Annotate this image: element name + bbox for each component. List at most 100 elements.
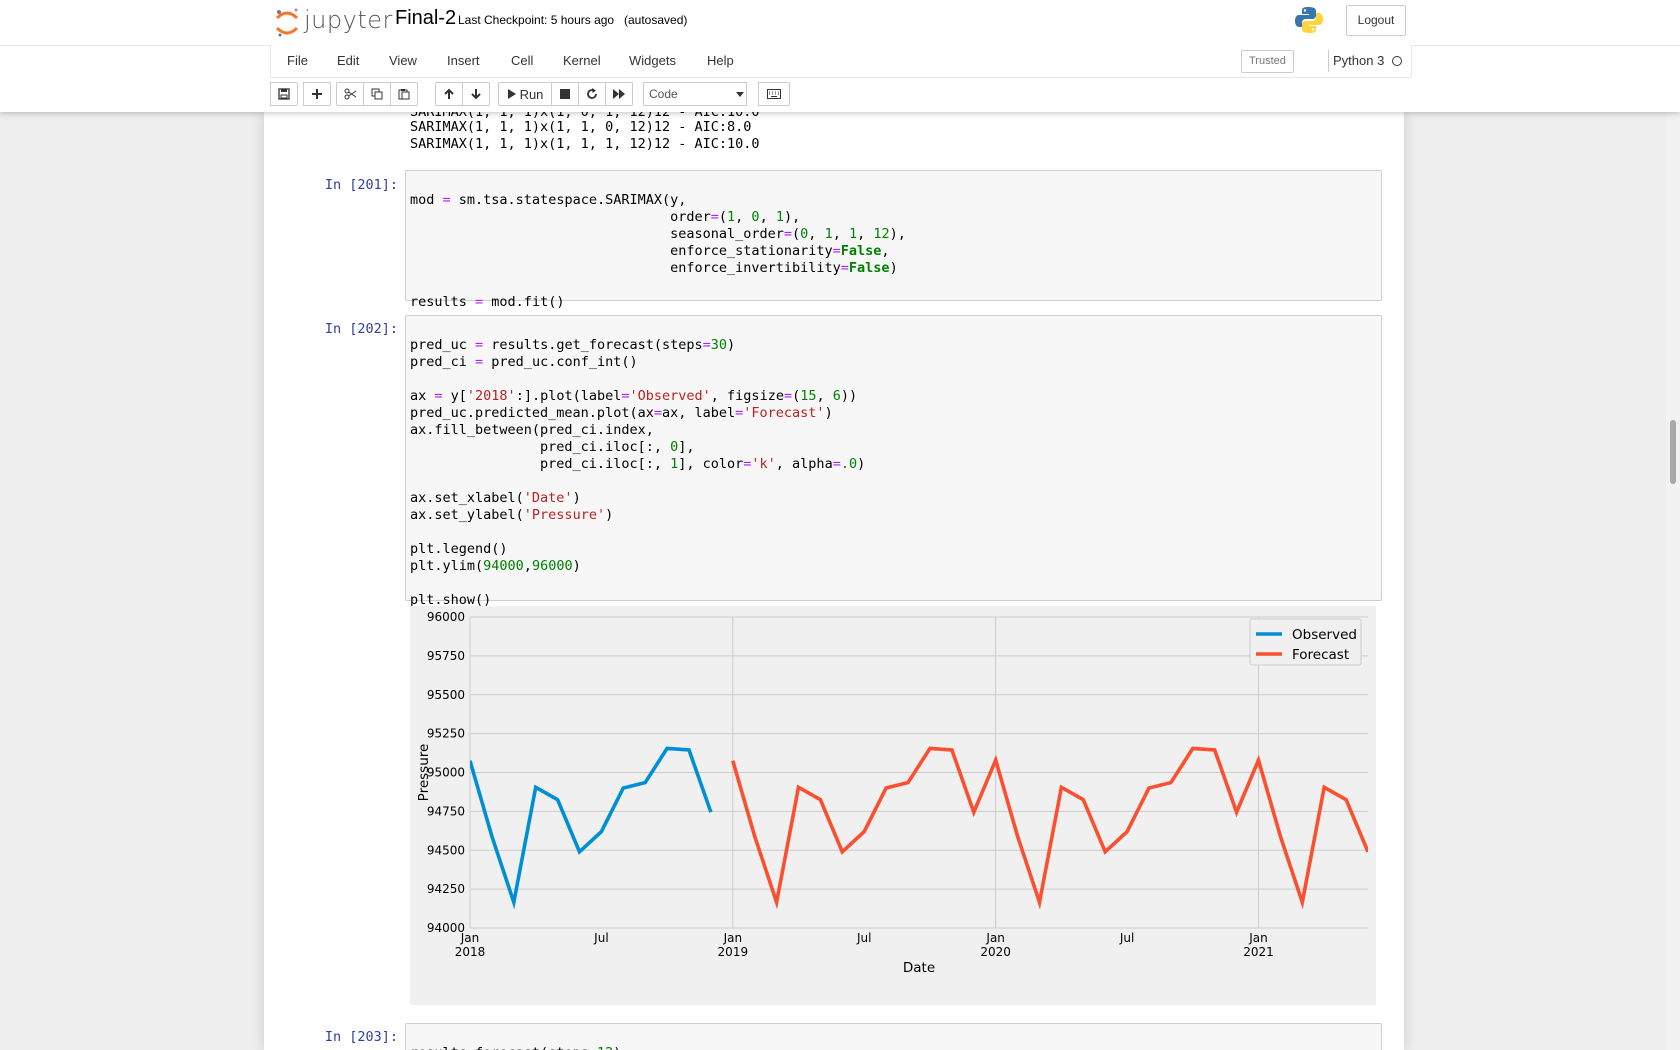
code-line: pred_uc = results.get_forecast(steps=30) — [410, 337, 736, 353]
trusted-indicator[interactable]: Trusted — [1241, 50, 1294, 73]
code-line: plt.show() — [410, 592, 492, 608]
checkpoint-status: Last Checkpoint: 5 hours ago — [458, 13, 615, 27]
jupyter-wordmark[interactable]: jupyter — [304, 6, 393, 34]
insert-group — [303, 82, 331, 106]
insert-cell-button[interactable] — [303, 82, 331, 106]
line-chart: 94000 94250 94500 94750 95000 95250 95500 95750… — [416, 610, 1368, 976]
header-top-bar: jupyter Final-2 Last Checkpoint: 5 hours… — [0, 0, 1680, 46]
y-tick-label: 95250 — [427, 727, 465, 741]
x-tick-label: Jan — [985, 931, 1005, 945]
code-line: order=(1, 0, 1), — [410, 209, 801, 225]
cell-type-select[interactable]: Code — [643, 82, 747, 106]
menu-kernel[interactable]: Kernel — [563, 53, 601, 68]
code-line: pred_ci.iloc[:, 1], color='k', alpha=.0) — [410, 456, 866, 472]
code-cell-203[interactable]: results.forecast(steps=12) — [405, 1023, 1382, 1050]
interrupt-button[interactable] — [551, 82, 579, 106]
page-scrollbar[interactable] — [1666, 112, 1680, 1050]
run-group: Run — [498, 82, 633, 106]
code-line: ax.set_ylabel('Pressure') — [410, 507, 614, 523]
menu-insert[interactable]: Insert — [447, 53, 480, 68]
code-line — [410, 371, 1377, 388]
scissors-icon — [344, 88, 356, 100]
code-line — [410, 575, 1377, 592]
code-line — [410, 524, 1377, 541]
autosave-status: (autosaved) — [624, 13, 688, 27]
cut-button[interactable] — [336, 82, 364, 106]
code-cell-202[interactable]: pred_uc = results.get_forecast(steps=30)… — [405, 315, 1382, 608]
x-tick-label: Jul — [593, 931, 608, 945]
code-line: ax.fill_between(pred_ci.index, — [410, 422, 654, 438]
cell-type-value: Code — [649, 87, 678, 101]
notebook-site: SARIMAX(1, 1, 1)x(1, 0, 1, 12)12 - AIC:1… — [0, 112, 1680, 1050]
x-tick-label: Jul — [856, 931, 871, 945]
x-tick-year-label: 2020 — [980, 945, 1011, 959]
code-line: pred_ci.iloc[:, 0], — [410, 439, 695, 455]
menu-bar: File Edit View Insert Cell Kernel Widget… — [270, 45, 1412, 78]
x-tick-year-label: 2019 — [718, 945, 749, 959]
paste-button[interactable] — [390, 82, 418, 106]
code-line: pred_ci = pred_uc.conf_int() — [410, 354, 638, 370]
menu-help[interactable]: Help — [707, 53, 734, 68]
move-group — [435, 82, 490, 106]
code-line: results = mod.fit() — [410, 294, 565, 310]
save-group — [270, 82, 298, 106]
menu-cell[interactable]: Cell — [511, 53, 534, 68]
python-logo-icon — [1295, 7, 1323, 33]
run-label: Run — [519, 86, 544, 102]
y-tick-label: 95750 — [427, 649, 465, 663]
logout-button[interactable]: Logout — [1346, 5, 1406, 36]
move-up-button[interactable] — [435, 82, 463, 106]
move-down-button[interactable] — [462, 82, 490, 106]
x-tick-label: Jan — [460, 931, 480, 945]
menu-edit[interactable]: Edit — [337, 53, 360, 68]
kernel-separator — [1328, 50, 1329, 72]
prev-output-line: SARIMAX(1, 1, 1)x(1, 1, 1, 12)12 - AIC:1… — [410, 136, 760, 152]
toolbar: Run Code — [270, 82, 1410, 108]
code-line: plt.ylim(94000,96000) — [410, 558, 581, 574]
code-line: ax = y['2018':].plot(label='Observed', f… — [410, 388, 858, 404]
arrow-up-icon — [444, 88, 454, 99]
chevron-down-icon — [736, 92, 744, 97]
x-tick-year-label: 2021 — [1243, 945, 1274, 959]
cell-prompt: In [202]: — [324, 321, 398, 337]
copy-button[interactable] — [363, 82, 391, 106]
prev-output-line: SARIMAX(1, 1, 1)x(1, 1, 0, 12)12 - AIC:8… — [410, 119, 752, 135]
x-tick-label: Jan — [723, 931, 743, 945]
restart-run-all-button[interactable] — [605, 82, 633, 106]
scrollbar-thumb[interactable] — [1670, 420, 1676, 484]
notebook-header: jupyter Final-2 Last Checkpoint: 5 hours… — [0, 0, 1680, 112]
y-tick-label: 94250 — [427, 882, 465, 896]
code-line: mod = sm.tsa.statespace.SARIMAX(y, — [410, 192, 687, 208]
y-tick-label: 94750 — [427, 804, 465, 818]
edit-group — [336, 82, 418, 106]
menu-widgets[interactable]: Widgets — [629, 53, 676, 68]
keyboard-icon — [767, 89, 781, 99]
kernel-name: Python 3 — [1333, 53, 1385, 68]
y-axis-label: Pressure — [416, 744, 432, 802]
code-line: enforce_stationarity=False, — [410, 243, 890, 259]
code-line: ax.set_xlabel('Date') — [410, 490, 581, 506]
code-line: enforce_invertibility=False) — [410, 260, 898, 276]
restart-button[interactable] — [578, 82, 606, 106]
jupyter-logo-icon[interactable] — [274, 6, 300, 40]
command-palette-button[interactable] — [758, 82, 790, 106]
restart-icon — [587, 88, 597, 99]
save-icon — [278, 88, 290, 100]
y-tick-label: 94000 — [427, 921, 465, 935]
code-cell-201[interactable]: mod = sm.tsa.statespace.SARIMAX(y, order… — [405, 170, 1382, 310]
x-tick-label: Jan — [1248, 931, 1268, 945]
kernel-idle-icon — [1392, 56, 1402, 66]
x-tick-label: Jul — [1119, 931, 1134, 945]
code-line: seasonal_order=(0, 1, 1, 12), — [410, 226, 906, 242]
play-icon — [507, 89, 516, 99]
code-line — [410, 473, 1377, 490]
menu-file[interactable]: File — [287, 53, 308, 68]
code-line: plt.legend() — [410, 541, 508, 557]
notebook-title[interactable]: Final-2 — [395, 7, 457, 29]
y-tick-label: 95000 — [427, 766, 465, 780]
plot-output: 94000 94250 94500 94750 95000 95250 95500 95750… — [410, 606, 1376, 1005]
save-button[interactable] — [270, 82, 298, 106]
code-line — [410, 277, 1377, 294]
run-button[interactable]: Run — [498, 82, 552, 106]
menu-view[interactable]: View — [389, 53, 417, 68]
